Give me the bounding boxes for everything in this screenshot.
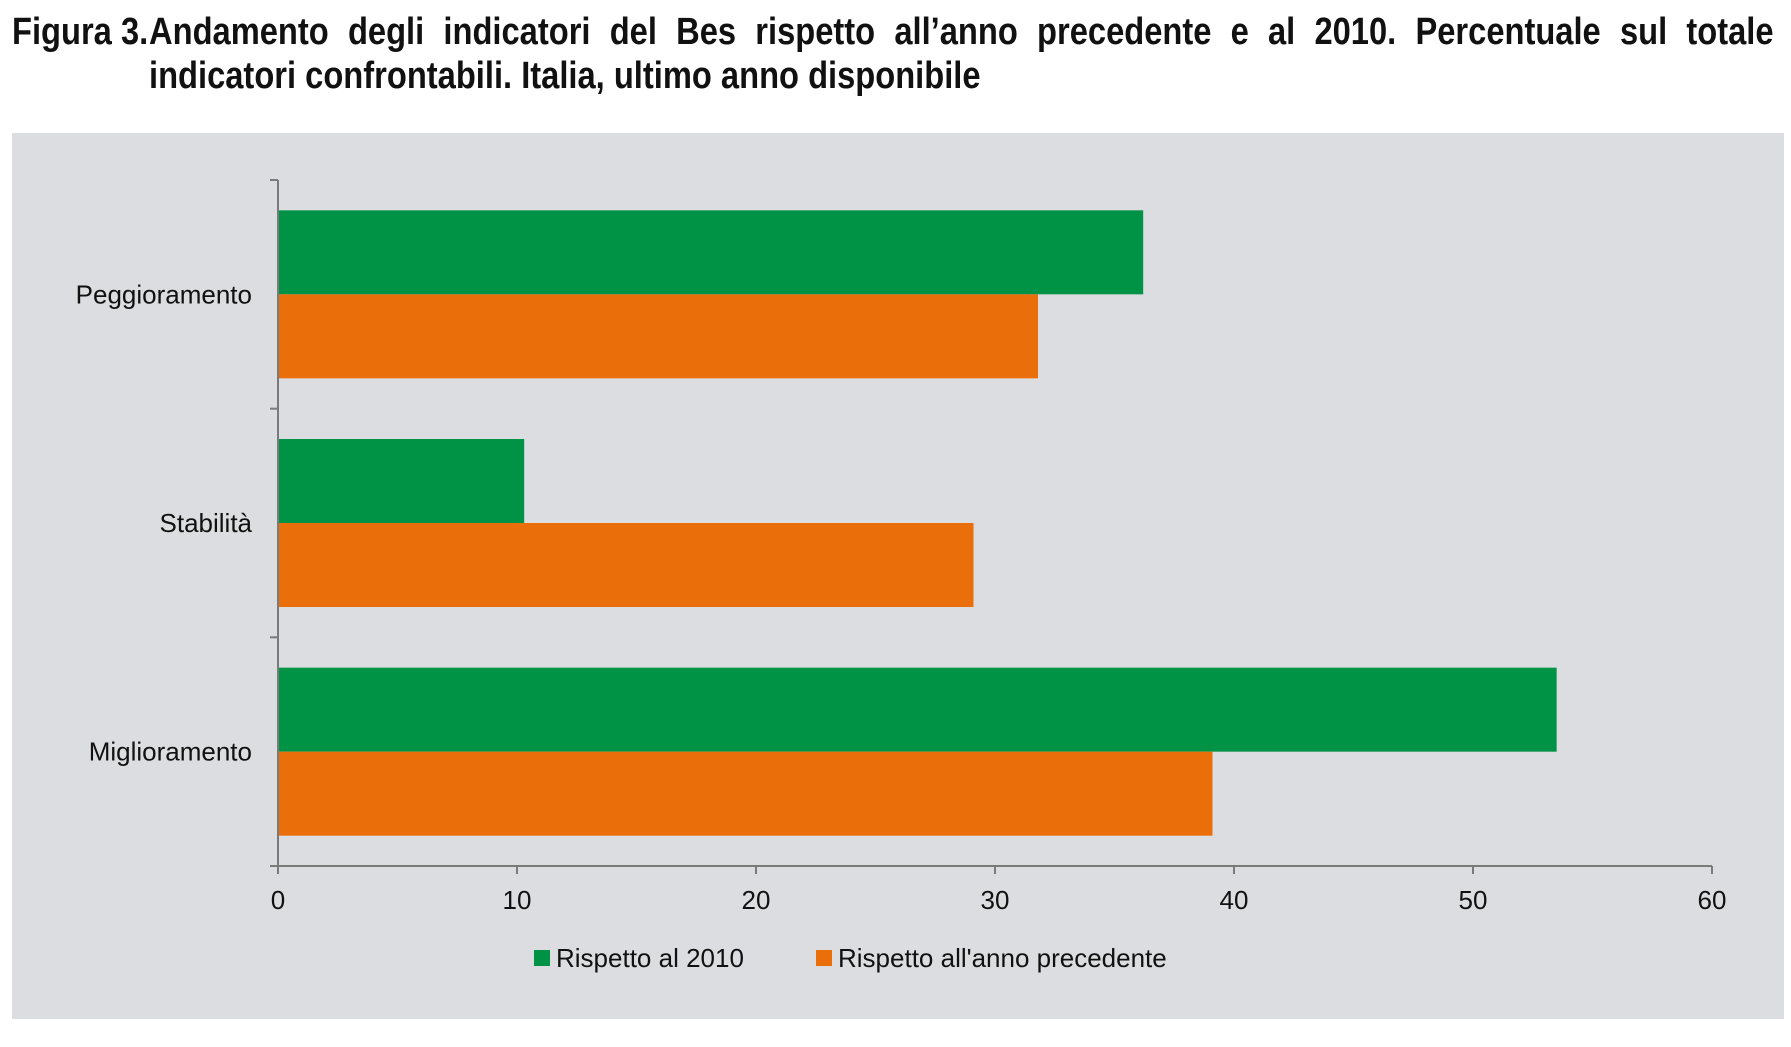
legend-swatch bbox=[816, 950, 832, 966]
x-tick-label: 10 bbox=[503, 885, 532, 915]
figure-title-text: Andamento degli indicatori del Bes rispe… bbox=[149, 11, 1791, 97]
bar-stabilit-series-2 bbox=[278, 523, 974, 607]
bar-miglioramento-series-2 bbox=[278, 751, 1213, 836]
x-tick-label: 0 bbox=[271, 885, 285, 915]
x-tick-label: 30 bbox=[981, 885, 1010, 915]
category-label: Stabilità bbox=[160, 508, 253, 538]
x-tick-label: 50 bbox=[1459, 885, 1488, 915]
x-tick-label: 60 bbox=[1698, 885, 1727, 915]
figure-number: Figura 3. bbox=[12, 11, 149, 53]
bar-stabilit-series-1 bbox=[278, 439, 525, 523]
bar-peggioramento-series-2 bbox=[278, 294, 1039, 379]
legend-label: Rispetto all'anno precedente bbox=[838, 943, 1167, 973]
x-tick-label: 20 bbox=[742, 885, 771, 915]
bar-miglioramento-series-1 bbox=[278, 667, 1557, 752]
bar-peggioramento-series-1 bbox=[278, 210, 1144, 295]
legend-label: Rispetto al 2010 bbox=[556, 943, 744, 973]
category-label: Miglioramento bbox=[89, 737, 252, 767]
category-label: Peggioramento bbox=[76, 279, 252, 309]
figure-title: Figura 3. Andamento degli indicatori del… bbox=[12, 10, 1791, 98]
x-tick-label: 40 bbox=[1220, 885, 1249, 915]
legend-swatch bbox=[534, 950, 550, 966]
